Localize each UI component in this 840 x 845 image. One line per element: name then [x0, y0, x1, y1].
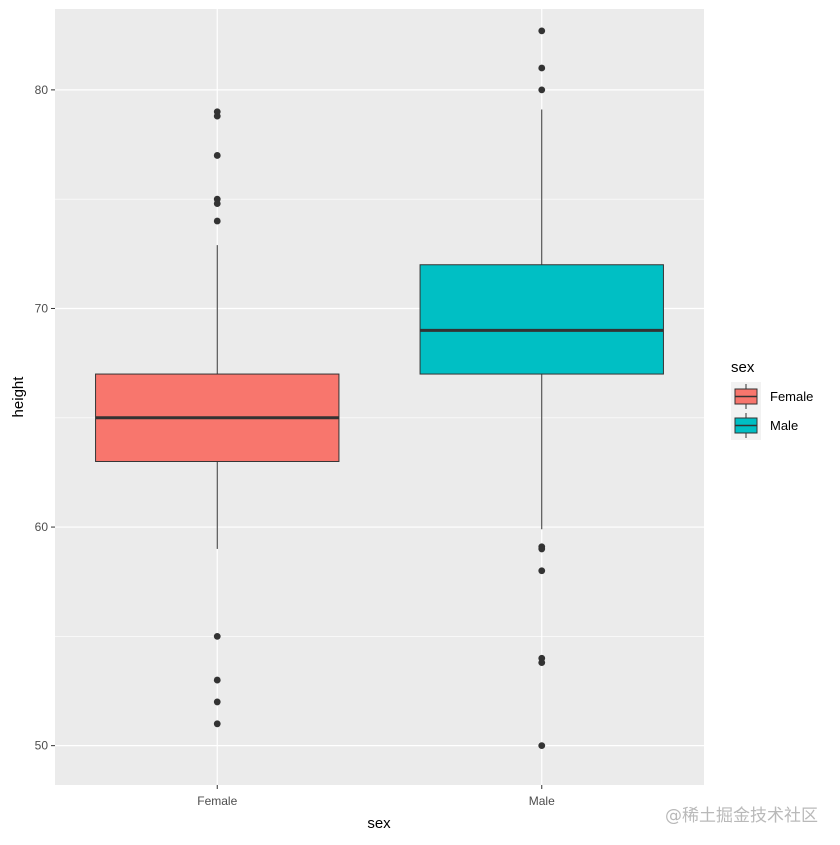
y-tick-label: 80 — [35, 83, 49, 97]
outlier-point — [538, 659, 546, 666]
y-tick-label: 50 — [35, 739, 49, 753]
outlier-point — [213, 698, 221, 706]
legend: sex Female Male — [731, 359, 813, 440]
outlier-point — [213, 676, 221, 684]
legend-items: Female Male — [731, 382, 813, 440]
x-tick-label: Male — [529, 794, 555, 808]
outlier-point — [213, 217, 221, 225]
outlier-point — [538, 86, 546, 94]
outlier-point — [213, 200, 221, 207]
legend-label: Female — [770, 389, 813, 404]
y-tick-label: 70 — [35, 301, 49, 315]
outlier-point — [538, 567, 546, 575]
box-female — [95, 108, 340, 728]
outlier-point — [213, 112, 221, 120]
outlier-point — [213, 720, 221, 728]
x-tick-label: Female — [197, 794, 237, 808]
legend-item-male: Male — [731, 411, 798, 440]
axes: 50 60 70 80 Female Male — [35, 83, 555, 808]
legend-item-female: Female — [731, 382, 813, 411]
x-axis-title: sex — [367, 815, 391, 832]
outlier-point — [213, 152, 221, 159]
y-tick-label: 60 — [35, 520, 49, 534]
y-axis-title: height — [10, 376, 27, 418]
outlier-point — [538, 742, 546, 750]
box-male — [419, 27, 664, 750]
outlier-point — [538, 64, 546, 72]
watermark-text: @稀土掘金技术社区 — [665, 806, 818, 826]
legend-title: sex — [731, 359, 755, 376]
boxes — [95, 27, 664, 750]
iqr-box — [419, 264, 664, 375]
legend-label: Male — [770, 418, 798, 433]
outlier-point — [213, 632, 221, 640]
outlier-point — [538, 545, 546, 553]
outlier-point — [538, 27, 546, 35]
